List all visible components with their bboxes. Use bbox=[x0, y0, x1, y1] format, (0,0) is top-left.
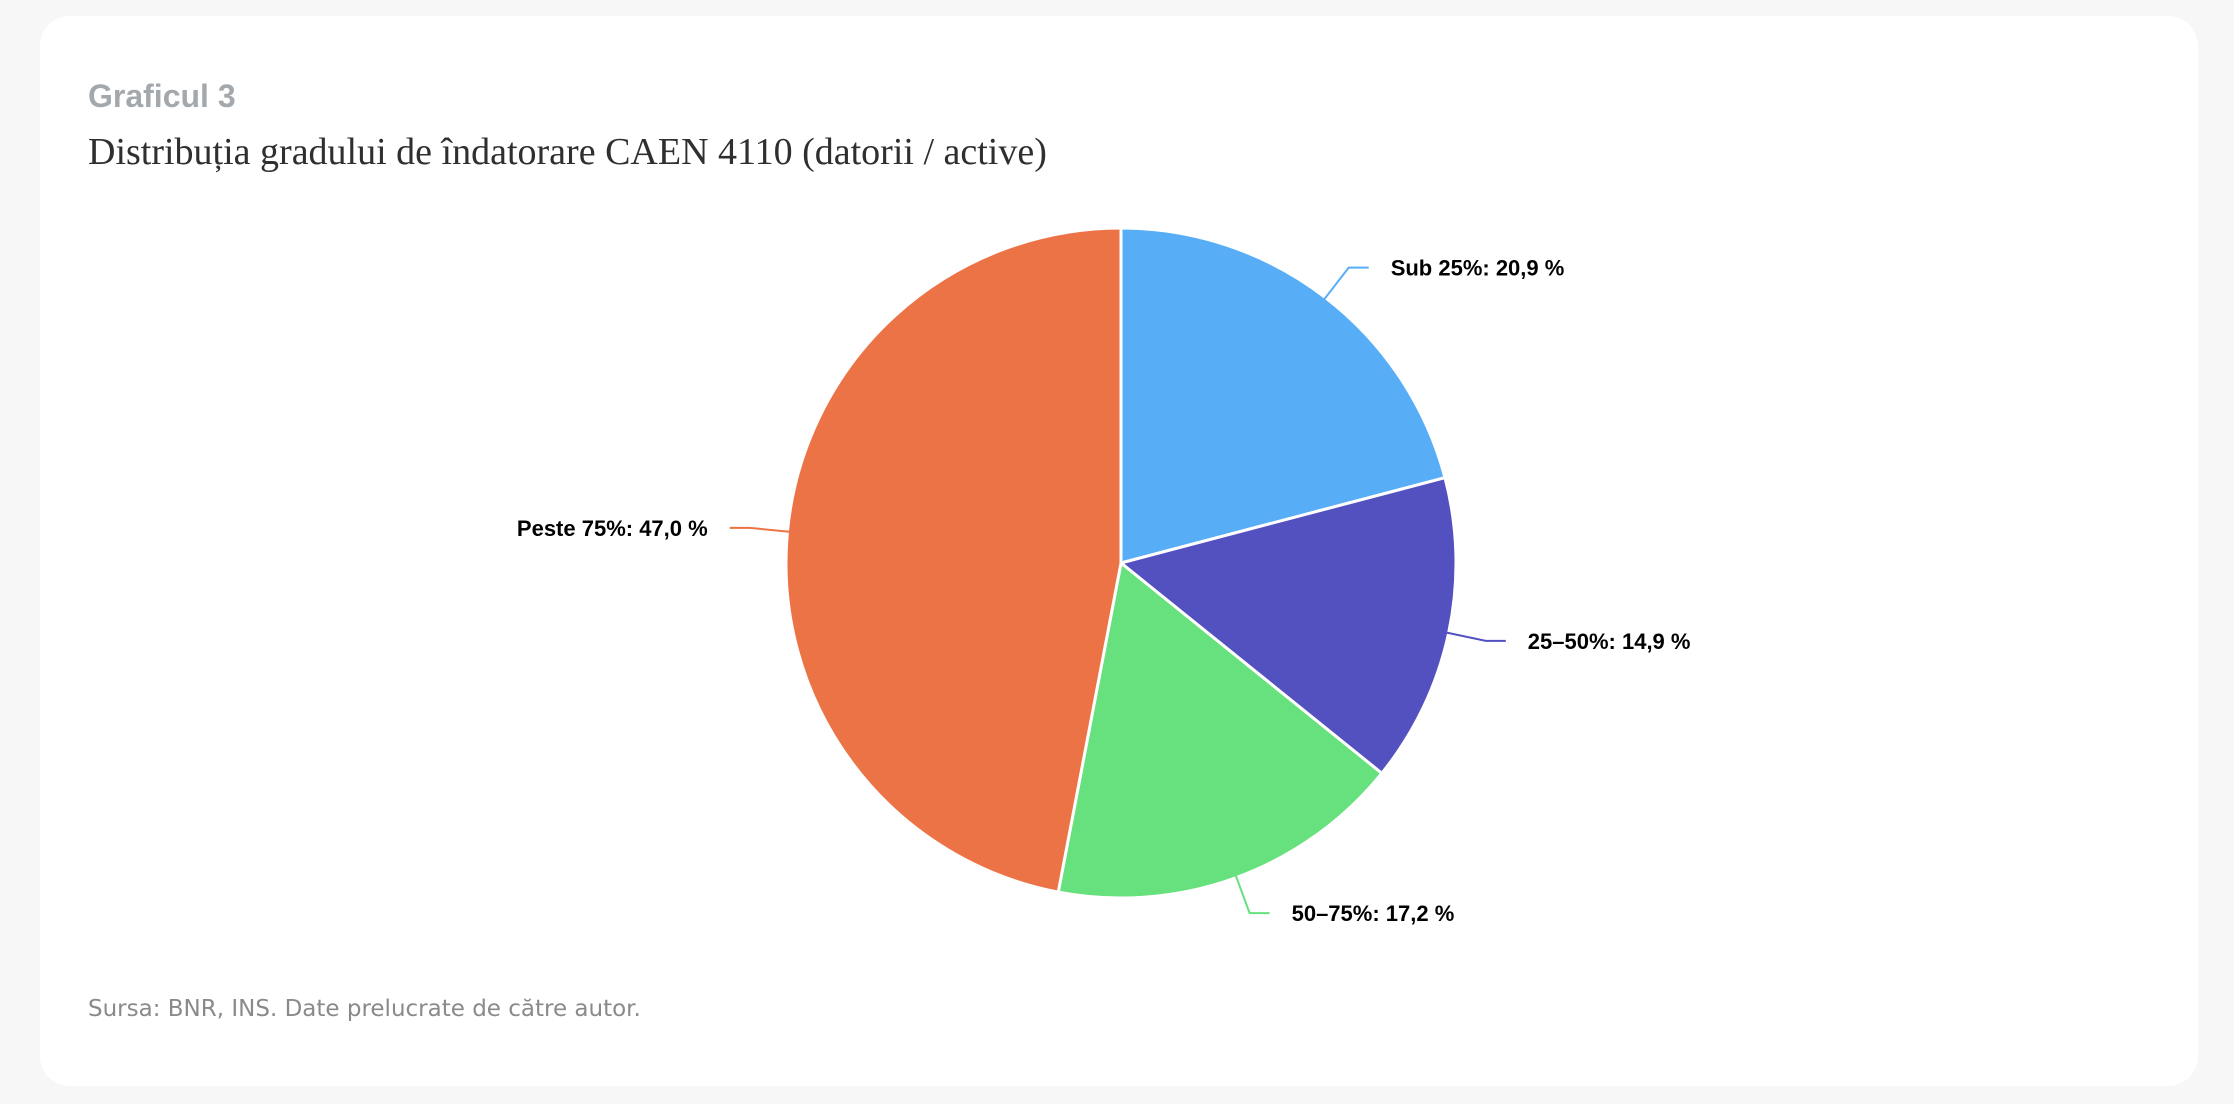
pie-leader-line-3 bbox=[729, 526, 790, 533]
pie-label-2: 50–75%: 17,2 % bbox=[1292, 901, 1455, 926]
chart-kicker: Graficul 3 bbox=[88, 78, 236, 114]
pie-leader-line-1 bbox=[1446, 631, 1506, 642]
pie-labels: Sub 25%: 20,9 % 25–50%: 14,9 % 50–75%: 17,… bbox=[517, 256, 1691, 926]
pie-slice-3[interactable] bbox=[784, 226, 1123, 894]
pie-slices bbox=[784, 226, 1458, 900]
pie-leader-line-0 bbox=[1323, 266, 1369, 300]
chart-title: Distribuția gradului de îndatorare CAEN … bbox=[88, 131, 1047, 173]
pie-label-0: Sub 25%: 20,9 % bbox=[1391, 256, 1565, 281]
pie-label-3: Peste 75%: 47,0 % bbox=[517, 516, 708, 541]
pie-leader-line-2 bbox=[1234, 875, 1270, 915]
pie-leader-lines bbox=[729, 266, 1506, 915]
pie-label-1: 25–50%: 14,9 % bbox=[1528, 629, 1691, 654]
chart-source: Sursa: BNR, INS. Date prelucrate de cătr… bbox=[88, 996, 641, 1022]
